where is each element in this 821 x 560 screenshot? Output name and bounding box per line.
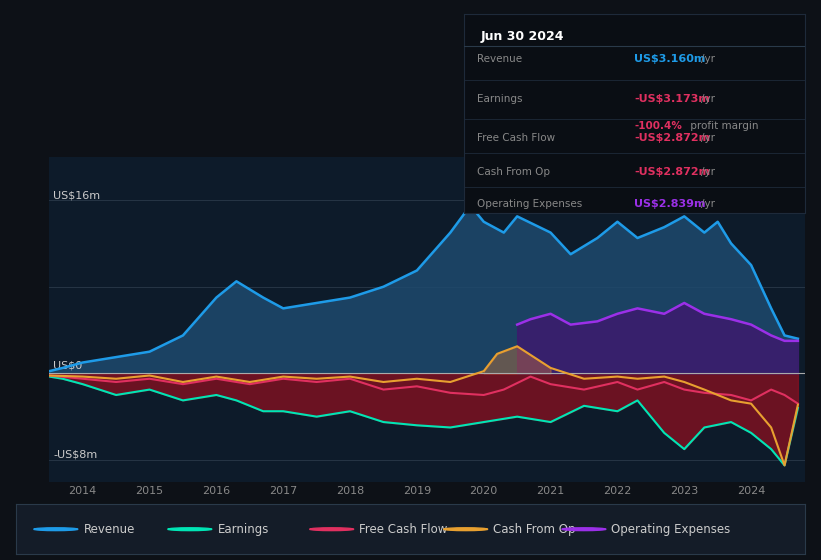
Text: Earnings: Earnings: [478, 94, 523, 104]
Text: /yr: /yr: [700, 167, 714, 177]
Text: Earnings: Earnings: [218, 522, 268, 536]
Circle shape: [34, 528, 78, 531]
Text: -US$2.872m: -US$2.872m: [635, 133, 710, 143]
Circle shape: [562, 528, 606, 531]
Text: Cash From Op: Cash From Op: [478, 167, 551, 177]
Text: /yr: /yr: [700, 199, 714, 209]
Text: Jun 30 2024: Jun 30 2024: [481, 30, 564, 43]
Circle shape: [167, 528, 212, 531]
Text: US$3.160m: US$3.160m: [635, 54, 705, 64]
Text: Cash From Op: Cash From Op: [493, 522, 576, 536]
Text: -US$2.872m: -US$2.872m: [635, 167, 710, 177]
Text: -100.4%: -100.4%: [635, 122, 682, 132]
Circle shape: [310, 528, 354, 531]
Text: Operating Expenses: Operating Expenses: [478, 199, 583, 209]
Text: US$0: US$0: [53, 360, 82, 370]
Text: Free Cash Flow: Free Cash Flow: [478, 133, 556, 143]
Text: Revenue: Revenue: [84, 522, 135, 536]
Text: profit margin: profit margin: [687, 122, 759, 132]
Text: Free Cash Flow: Free Cash Flow: [360, 522, 447, 536]
Circle shape: [443, 528, 488, 531]
Text: Revenue: Revenue: [478, 54, 523, 64]
Text: Operating Expenses: Operating Expenses: [612, 522, 731, 536]
Text: -US$8m: -US$8m: [53, 450, 97, 460]
Text: US$16m: US$16m: [53, 190, 100, 200]
Text: /yr: /yr: [700, 54, 714, 64]
Text: -US$3.173m: -US$3.173m: [635, 94, 710, 104]
Text: /yr: /yr: [700, 133, 714, 143]
Text: /yr: /yr: [700, 94, 714, 104]
Text: US$2.839m: US$2.839m: [635, 199, 706, 209]
